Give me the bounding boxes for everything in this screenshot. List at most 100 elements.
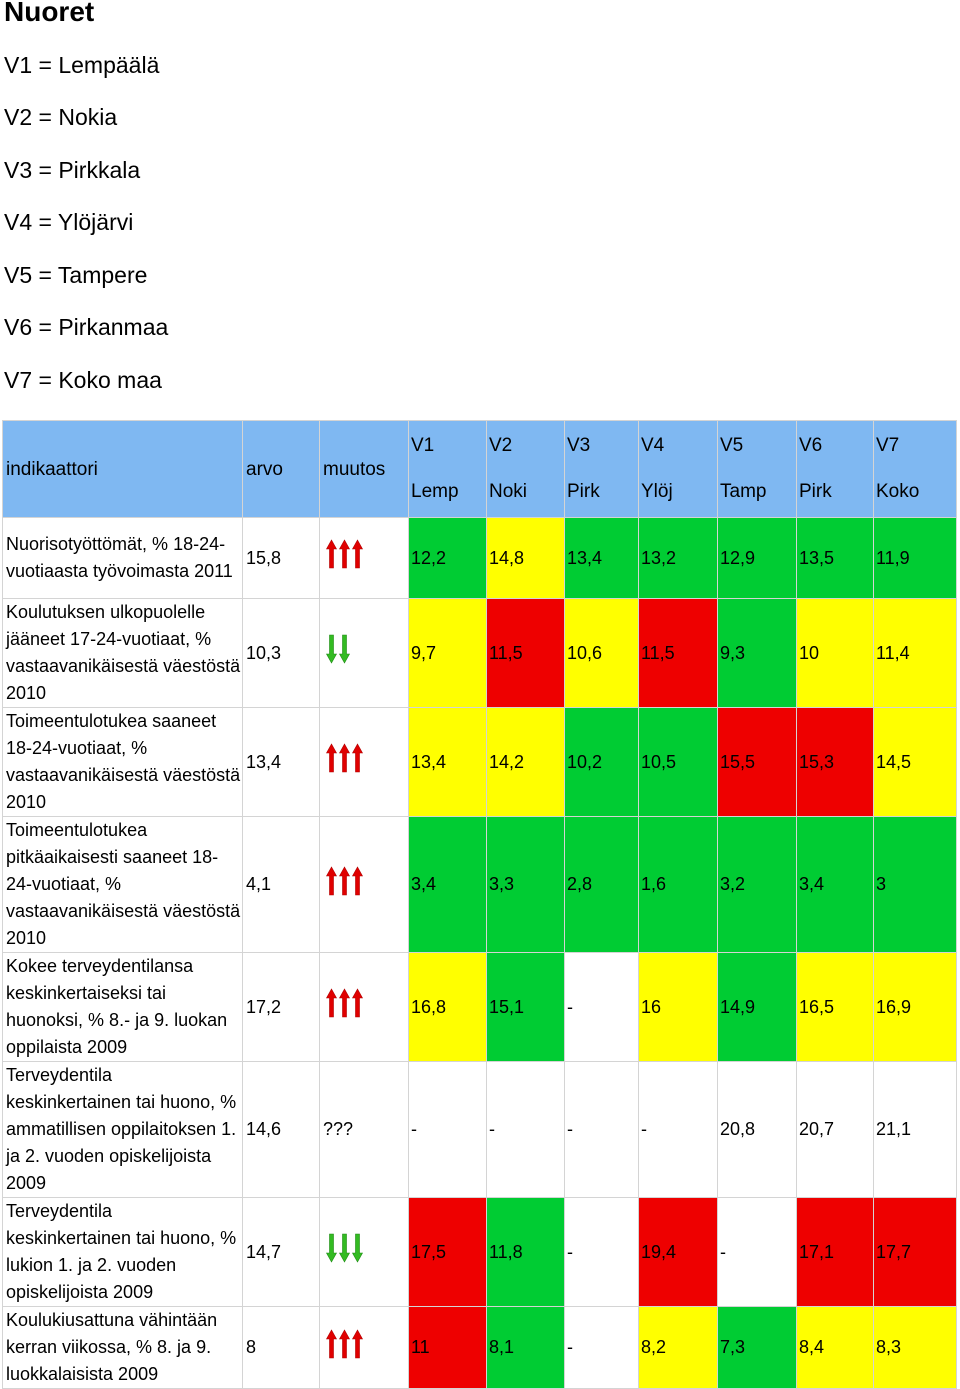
value-cell-v1: 12,2: [408, 517, 487, 599]
change-text: ???: [323, 1119, 354, 1139]
value-cell-v7: 11,4: [873, 598, 957, 708]
arrow-up-icon: [352, 865, 363, 895]
value-cell-v5: 12,9: [717, 517, 797, 599]
value-cell-v1: 13,4: [408, 707, 487, 817]
change-indicator: [319, 598, 409, 708]
arrow-up-icon: [339, 865, 350, 895]
value-cell-v7: 11,9: [873, 517, 957, 599]
value-cell-v1: 16,8: [408, 952, 487, 1062]
arrow-up-icon: [352, 539, 363, 569]
change-indicator: [319, 816, 409, 953]
header-short: Ylöj: [641, 481, 673, 502]
change-arrows: [326, 743, 363, 773]
indicator-value: 14,6: [242, 1061, 320, 1198]
value-cell-v2: -: [486, 1061, 565, 1198]
header-v5: V5 Tamp: [717, 420, 797, 518]
change-arrows: [326, 1233, 363, 1263]
header-muutos: muutos: [319, 420, 409, 518]
change-indicator: [319, 1306, 409, 1389]
value-cell-v3: -: [564, 952, 639, 1062]
indicator-name: Nuorisotyöttömät, % 18-24-vuotiaasta työ…: [2, 517, 243, 599]
value-cell-v6: 3,4: [796, 816, 874, 953]
table-row: Toimeentulotukea pitkäaikaisesti saaneet…: [2, 816, 957, 953]
table-row: Nuorisotyöttömät, % 18-24-vuotiaasta työ…: [2, 517, 957, 599]
arrow-up-icon: [352, 988, 363, 1018]
arrow-up-icon: [326, 539, 337, 569]
header-v3: V3 Pirk: [564, 420, 639, 518]
arrow-down-icon: [326, 1233, 337, 1263]
table-row: Kokee terveydentilansa keskinkertaiseksi…: [2, 952, 957, 1062]
indicator-value: 4,1: [242, 816, 320, 953]
value-cell-v7: 17,7: [873, 1197, 957, 1307]
header-short: Pirk: [567, 481, 600, 502]
value-cell-v6: 20,7: [796, 1061, 874, 1198]
indicator-value: 13,4: [242, 707, 320, 817]
value-cell-v7: 3: [873, 816, 957, 953]
indicator-table: indikaattori arvo muutos V1 Lemp V2 Noki V…: [2, 420, 957, 1389]
indicator-name: Toimeentulotukea pitkäaikaisesti saaneet…: [2, 816, 243, 953]
legend-item: V4 = Ylöjärvi: [4, 209, 134, 235]
value-cell-v5: 9,3: [717, 598, 797, 708]
change-arrows: [326, 988, 363, 1018]
header-arvo: arvo: [242, 420, 320, 518]
change-indicator: ???: [319, 1061, 409, 1198]
indicator-value: 17,2: [242, 952, 320, 1062]
value-cell-v7: 21,1: [873, 1061, 957, 1198]
value-cell-v5: 15,5: [717, 707, 797, 817]
arrow-up-icon: [339, 988, 350, 1018]
indicator-name: Toimeentulotukea saaneet 18-24-vuotiaat,…: [2, 707, 243, 817]
value-cell-v4: 19,4: [638, 1197, 718, 1307]
arrow-up-icon: [326, 743, 337, 773]
indicator-name: Koulukiusattuna vähintään kerran viikoss…: [2, 1306, 243, 1389]
value-cell-v4: 16: [638, 952, 718, 1062]
value-cell-v2: 11,5: [486, 598, 565, 708]
value-cell-v5: 14,9: [717, 952, 797, 1062]
legend-item: V3 = Pirkkala: [4, 157, 141, 183]
value-cell-v5: 7,3: [717, 1306, 797, 1389]
indicator-value: 8: [242, 1306, 320, 1389]
header-code: V6: [799, 435, 823, 456]
header-v7: V7 Koko: [873, 420, 957, 518]
arrow-down-icon: [339, 634, 350, 664]
change-indicator: [319, 517, 409, 599]
table-row: Koulutuksen ulkopuolelle jääneet 17-24-v…: [2, 598, 957, 708]
value-cell-v7: 8,3: [873, 1306, 957, 1389]
value-cell-v7: 16,9: [873, 952, 957, 1062]
header-v4: V4 Ylöj: [638, 420, 718, 518]
value-cell-v3: 10,2: [564, 707, 639, 817]
value-cell-v3: 13,4: [564, 517, 639, 599]
value-cell-v1: 3,4: [408, 816, 487, 953]
header-short: Noki: [489, 481, 528, 502]
arrow-up-icon: [326, 1328, 337, 1358]
header-code: V7: [876, 435, 900, 456]
indicator-value: 14,7: [242, 1197, 320, 1307]
value-cell-v6: 8,4: [796, 1306, 874, 1389]
arrow-up-icon: [326, 988, 337, 1018]
value-cell-v4: 10,5: [638, 707, 718, 817]
value-cell-v6: 17,1: [796, 1197, 874, 1307]
header-code: V4: [641, 435, 665, 456]
value-cell-v4: 1,6: [638, 816, 718, 953]
change-indicator: [319, 707, 409, 817]
header-v1: V1 Lemp: [408, 420, 487, 518]
value-cell-v2: 11,8: [486, 1197, 565, 1307]
indicator-name: Kokee terveydentilansa keskinkertaiseksi…: [2, 952, 243, 1062]
value-cell-v2: 8,1: [486, 1306, 565, 1389]
legend-item: V7 = Koko maa: [4, 367, 162, 393]
value-cell-v4: 11,5: [638, 598, 718, 708]
arrow-down-icon: [352, 1233, 363, 1263]
table-row: Terveydentila keskinkertainen tai huono,…: [2, 1197, 957, 1307]
change-indicator: [319, 952, 409, 1062]
value-cell-v2: 14,8: [486, 517, 565, 599]
value-cell-v1: -: [408, 1061, 487, 1198]
value-cell-v2: 3,3: [486, 816, 565, 953]
value-cell-v3: 2,8: [564, 816, 639, 953]
header-code: V2: [489, 435, 513, 456]
legend-item: V2 = Nokia: [4, 104, 118, 130]
indicator-name: Terveydentila keskinkertainen tai huono,…: [2, 1197, 243, 1307]
header-short: Lemp: [411, 481, 459, 502]
arrow-up-icon: [339, 743, 350, 773]
value-cell-v3: -: [564, 1061, 639, 1198]
header-code: V1: [411, 435, 435, 456]
value-cell-v6: 15,3: [796, 707, 874, 817]
